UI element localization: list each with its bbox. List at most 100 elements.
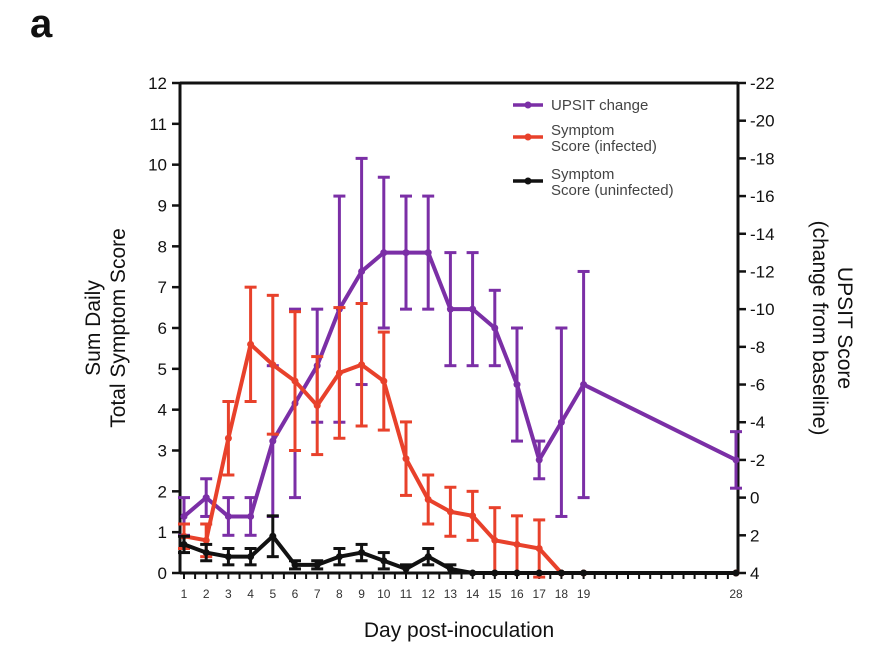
x-tick-label: 13 xyxy=(444,587,458,601)
data-point xyxy=(224,553,232,561)
y-right-tick-label: -8 xyxy=(750,338,765,357)
x-tick-label: 14 xyxy=(466,587,480,601)
legend-label: Symptom xyxy=(551,166,614,183)
y-right-tick-label: -16 xyxy=(750,187,775,206)
y-right-tick-label: -20 xyxy=(750,112,775,131)
series-line xyxy=(183,342,736,575)
series-1 xyxy=(178,285,740,579)
data-point xyxy=(446,508,454,516)
y-left-tick-label: 4 xyxy=(158,401,167,420)
data-point xyxy=(224,512,232,520)
y-right-tick-label: -4 xyxy=(750,413,765,432)
data-point xyxy=(446,305,454,313)
data-point xyxy=(535,456,543,464)
data-point xyxy=(335,553,343,561)
data-point xyxy=(202,494,210,502)
data-point xyxy=(424,496,432,503)
y-right-tick-label: -12 xyxy=(750,262,775,281)
data-point xyxy=(291,377,299,385)
y-right-tick-label: -22 xyxy=(750,74,775,93)
y-right-tick-label: -6 xyxy=(750,376,765,395)
x-tick-label: 2 xyxy=(203,587,210,601)
x-tick-label: 10 xyxy=(377,587,391,601)
legend-label: Symptom xyxy=(551,122,614,139)
data-point xyxy=(313,402,321,410)
y-left-tick-label: 3 xyxy=(158,442,167,461)
data-point xyxy=(402,249,410,257)
data-point xyxy=(180,540,188,548)
data-point xyxy=(247,512,255,520)
x-tick-label: 5 xyxy=(269,587,276,601)
x-tick-label: 9 xyxy=(358,587,365,601)
y-right-tick-label: -10 xyxy=(750,300,775,319)
y-left-axis-title-line2: Total Symptom Score xyxy=(107,228,130,428)
y-right-tick-label: 2 xyxy=(750,526,759,545)
legend-marker xyxy=(524,101,532,109)
series-2 xyxy=(178,514,740,577)
data-point xyxy=(513,381,521,389)
data-point xyxy=(491,324,499,332)
y-right-tick-label: -2 xyxy=(750,451,765,470)
data-point xyxy=(535,545,543,552)
y-left-tick-label: 5 xyxy=(158,360,167,379)
data-point xyxy=(580,569,588,577)
y-right-tick-label: 0 xyxy=(750,489,759,508)
x-tick-label: 1 xyxy=(181,587,188,601)
series-0 xyxy=(178,156,742,537)
data-point xyxy=(358,267,366,275)
legend-label: UPSIT change xyxy=(551,97,648,114)
data-point xyxy=(424,249,432,257)
data-point xyxy=(358,549,366,557)
y-left-tick-label: 11 xyxy=(149,115,167,134)
data-point xyxy=(224,434,232,442)
data-point xyxy=(269,437,277,445)
data-point xyxy=(335,369,343,377)
series-line xyxy=(183,534,736,575)
data-point xyxy=(469,569,477,577)
data-point xyxy=(469,512,477,520)
y-right-axis-title-line2: (change from baseline) xyxy=(808,221,831,436)
y-left-tick-label: 0 xyxy=(158,564,167,583)
data-point xyxy=(380,557,388,565)
data-point xyxy=(491,536,499,544)
data-point xyxy=(247,340,255,348)
data-point xyxy=(557,418,565,426)
x-tick-label: 8 xyxy=(336,587,343,601)
data-point xyxy=(424,553,432,561)
data-point xyxy=(180,512,188,520)
data-point xyxy=(580,381,588,389)
y-right-tick-label: 4 xyxy=(750,564,759,583)
legend-marker xyxy=(524,133,532,141)
data-point xyxy=(291,561,299,569)
series-line xyxy=(182,250,737,519)
data-point xyxy=(402,565,410,573)
x-tick-label: 11 xyxy=(400,587,413,601)
data-point xyxy=(732,456,740,464)
x-tick-label: 7 xyxy=(314,587,321,601)
data-point xyxy=(402,455,410,463)
y-left-tick-label: 12 xyxy=(148,74,167,93)
data-point xyxy=(446,565,454,573)
x-tick-label: 19 xyxy=(577,587,591,601)
legend-label-line2: Score (infected) xyxy=(551,138,657,155)
x-tick-label: 15 xyxy=(488,587,502,601)
axes-layer: 0123456789101112420-2-4-6-8-10-12-14-16-… xyxy=(148,74,775,601)
data-point xyxy=(535,569,543,577)
panel-label: a xyxy=(30,2,53,46)
y-left-tick-label: 1 xyxy=(158,523,167,542)
data-point xyxy=(491,569,499,577)
y-left-tick-label: 6 xyxy=(158,319,167,338)
data-point xyxy=(269,532,277,540)
y-left-axis-title-line1: Sum Daily xyxy=(82,280,105,376)
y-left-tick-label: 2 xyxy=(158,482,167,501)
y-left-tick-label: 8 xyxy=(158,237,167,256)
y-left-tick-label: 10 xyxy=(148,156,167,175)
data-point xyxy=(358,361,366,369)
data-point xyxy=(732,569,740,577)
legend-marker xyxy=(524,177,532,185)
x-axis-title: Day post-inoculation xyxy=(364,619,554,642)
data-point xyxy=(202,549,210,557)
data-point xyxy=(557,569,565,577)
data-point xyxy=(247,553,255,561)
